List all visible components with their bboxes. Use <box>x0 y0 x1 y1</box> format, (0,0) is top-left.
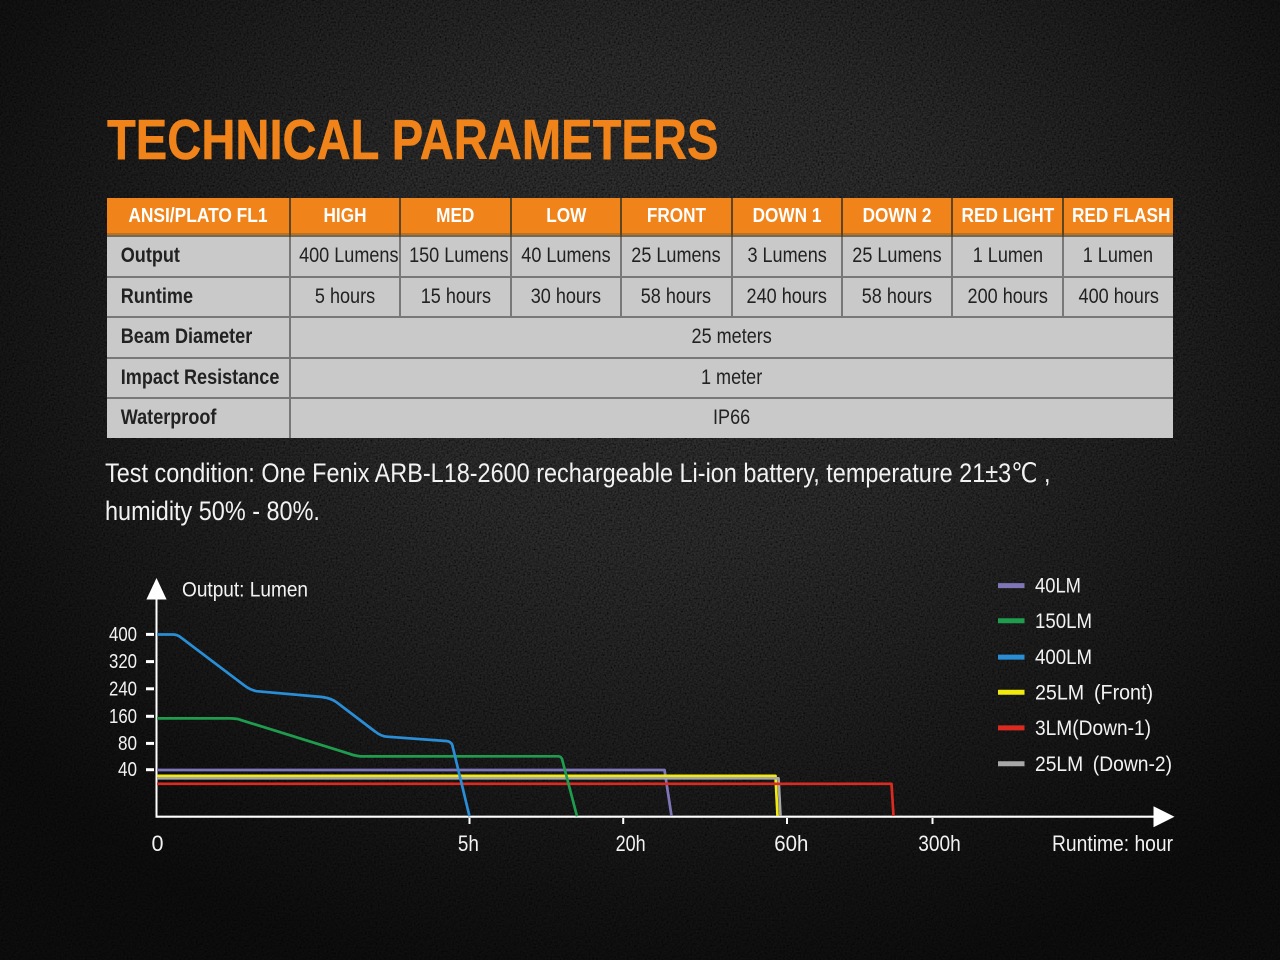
svg-text:0: 0 <box>152 831 164 856</box>
svg-text:3LM(Down-1): 3LM(Down-1) <box>1035 716 1151 740</box>
svg-text:60h: 60h <box>774 831 808 856</box>
svg-text:160: 160 <box>109 706 137 728</box>
svg-text:40: 40 <box>118 759 137 781</box>
svg-text:Runtime: hour: Runtime: hour <box>1052 831 1173 856</box>
svg-text:80: 80 <box>118 733 137 755</box>
svg-text:25LM (Front): 25LM (Front) <box>1035 680 1153 704</box>
svg-text:400LM: 400LM <box>1035 645 1092 669</box>
svg-text:400: 400 <box>109 624 137 646</box>
svg-text:150LM: 150LM <box>1035 609 1092 633</box>
svg-text:5h: 5h <box>458 831 479 856</box>
svg-text:320: 320 <box>109 651 137 673</box>
svg-text:20h: 20h <box>616 831 646 856</box>
svg-text:300h: 300h <box>918 831 961 856</box>
svg-text:Output: Lumen: Output: Lumen <box>182 579 308 602</box>
svg-text:240: 240 <box>109 678 137 700</box>
svg-text:25LM (Down-2): 25LM (Down-2) <box>1035 752 1172 776</box>
svg-text:40LM: 40LM <box>1035 574 1081 598</box>
